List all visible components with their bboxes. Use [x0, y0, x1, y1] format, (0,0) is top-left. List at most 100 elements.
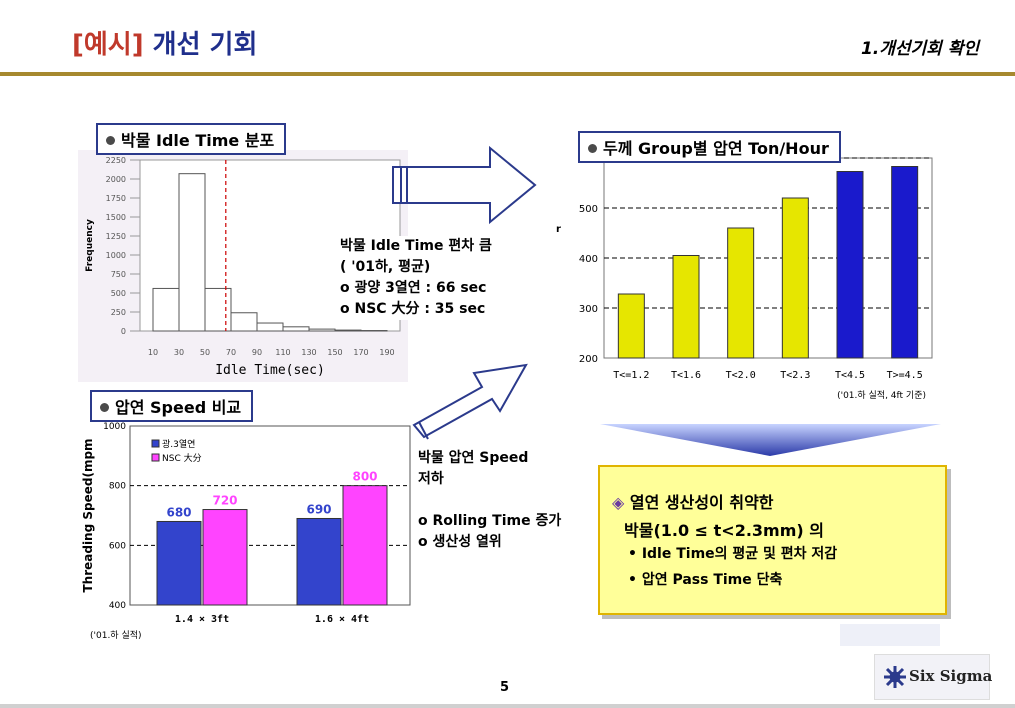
x-tick-label: T<2.0: [726, 370, 756, 381]
speed-note-line: 저하: [418, 471, 444, 487]
data-label: 680: [166, 505, 191, 519]
x-tick-label: 190: [379, 348, 394, 357]
down-arrow-icon: [600, 424, 941, 456]
idle-note-line: 박물 Idle Time 편차 큼: [340, 238, 492, 254]
legend-swatch: [151, 439, 160, 448]
speed-bar-chart: 400 600 800 1000 680 720 1.4 × 3ft 690 800 1.6 × …: [81, 422, 411, 641]
group-bar: [891, 166, 919, 359]
speed-note-line: o Rolling Time 증가: [418, 513, 562, 529]
histogram-bar: [334, 329, 362, 332]
summary-line-1-text: 열연 생산성이 취약한: [629, 493, 774, 512]
group-bar: [617, 293, 645, 359]
bullet-icon: [100, 403, 109, 412]
group-tag: 두께 Group별 압연 Ton/Hour: [578, 131, 841, 163]
histogram-bar: [256, 322, 284, 332]
x-tick-label: T<4.5: [835, 370, 865, 381]
y-tick-label: 500: [579, 204, 598, 215]
y-tick-label: 600: [109, 541, 126, 551]
y-tick-label: 1000: [103, 422, 126, 432]
summary-line-2: 박물(1.0 ≤ t<2.3mm) 의: [624, 521, 824, 540]
x-tick-label: 110: [275, 348, 290, 357]
group-bar: [836, 171, 864, 359]
x-tick-label: 1.6 × 4ft: [315, 614, 369, 625]
logo-text: Six Sigma: [909, 667, 993, 685]
idle-note-line: ( '01하, 평균): [340, 259, 431, 275]
histogram-bar: [178, 173, 206, 332]
y-tick-label: 300: [579, 304, 598, 315]
y-tick-label: 400: [109, 601, 126, 611]
x-tick-label: 70: [226, 348, 236, 357]
histogram-bar: [230, 312, 258, 332]
group-bar: [781, 197, 809, 359]
y-tick-label: 2000: [106, 175, 126, 184]
idle-note-line: o 광양 3열연 : 66 sec: [340, 280, 487, 296]
idle-tag-label: 박물 Idle Time 분포: [121, 131, 275, 150]
group-bar-chart: 200300400500600T<=1.2T<1.6T<2.0T<2.3T<4.…: [556, 154, 933, 401]
x-tick-label: 50: [200, 348, 210, 357]
group-bar: [727, 227, 755, 359]
y-tick-label: 400: [579, 254, 598, 265]
speed-note-line: o 생산성 열위: [418, 534, 502, 550]
speed-bar: [296, 517, 342, 606]
y-tick-label: 0: [121, 327, 126, 336]
speed-tag-label: 압연 Speed 비교: [115, 398, 242, 417]
x-tick-label: 10: [148, 348, 158, 357]
x-tick-label: 170: [353, 348, 368, 357]
legend-swatch: [151, 453, 160, 462]
title-bracket: [예시]: [72, 30, 144, 60]
data-label: 690: [306, 502, 331, 516]
legend-label: 광.3열연: [162, 438, 195, 450]
speed-note: 박물 압연 Speed 저하 o Rolling Time 증가 o 생산성 열위: [418, 448, 561, 553]
y-axis-label: Threading Speed(mpm: [81, 438, 95, 592]
x-tick-label: 30: [174, 348, 184, 357]
y-axis-label-fragment: r: [556, 224, 561, 235]
bullet-icon: [106, 136, 115, 145]
x-tick-label: T<=1.2: [613, 370, 649, 381]
y-tick-label: 1000: [106, 251, 126, 260]
y-tick-label: 800: [109, 482, 126, 492]
speed-bar: [342, 485, 388, 606]
y-tick-label: 1500: [106, 213, 126, 222]
title-text: 개선 기회: [143, 30, 258, 60]
histogram-bar: [152, 287, 180, 332]
summary-line-4: • 압연 Pass Time 단축: [628, 572, 783, 588]
y-tick-label: 1750: [106, 194, 126, 203]
y-tick-label: 1250: [106, 232, 126, 241]
histogram-bar: [282, 326, 310, 332]
footer-rule: [0, 704, 1015, 708]
diamond-bullet-icon: ◈: [612, 493, 625, 512]
y-tick-label: 250: [111, 308, 126, 317]
six-sigma-logo-icon: [884, 666, 906, 688]
page-number: 5: [500, 680, 510, 695]
speed-tag: 압연 Speed 비교: [90, 390, 254, 422]
y-axis-label: Frequency: [85, 219, 95, 272]
group-tag-label: 두께 Group별 압연 Ton/Hour: [603, 139, 829, 158]
speed-note-line: 박물 압연 Speed: [418, 450, 529, 466]
header-rule: [0, 72, 1015, 76]
y-tick-label: 500: [111, 289, 126, 298]
y-tick-label: 750: [111, 270, 126, 279]
chart-footnote: ('01.하 실적): [90, 629, 142, 641]
speed-note-line: [418, 490, 561, 511]
section-label: 1.개선기회 확인: [860, 39, 979, 59]
histogram-bar: [204, 287, 232, 332]
y-tick-label: 200: [579, 354, 598, 365]
y-tick-label: 2250: [106, 156, 126, 165]
diagonal-arrow-icon: [412, 363, 528, 440]
speed-bar: [156, 520, 202, 606]
summary-line-1: ◈ 열연 생산성이 취약한: [612, 489, 774, 513]
idle-tag: 박물 Idle Time 분포: [96, 123, 287, 155]
speed-bar: [202, 509, 248, 606]
data-label: 800: [352, 470, 377, 484]
group-bar: [672, 255, 700, 359]
x-tick-label: 90: [252, 348, 262, 357]
x-tick-label: T>=4.5: [887, 370, 923, 381]
summary-line-3: • Idle Time의 평균 및 편차 저감: [628, 546, 838, 562]
bullet-icon: [588, 144, 597, 153]
x-tick-label: 1.4 × 3ft: [175, 614, 229, 625]
six-sigma-logo: Six Sigma: [874, 654, 993, 700]
x-tick-label: T<1.6: [671, 370, 701, 381]
x-tick-label: 130: [301, 348, 316, 357]
data-label: 720: [212, 494, 237, 508]
chart-footnote: ('01.하 실적, 4ft 기준): [837, 389, 926, 401]
